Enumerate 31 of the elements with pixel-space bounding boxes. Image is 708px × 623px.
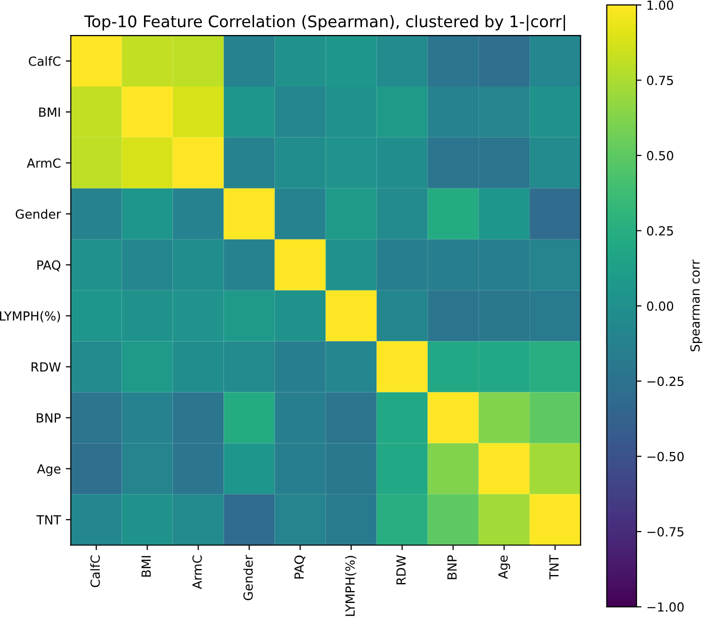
y-tick-label: Age [37,464,60,476]
x-tick-label: BMI [142,556,151,577]
x-tick-label: ArmC [192,556,202,590]
y-tick-label: CalfC [28,56,60,66]
color-bar-label: −0.50 [648,452,684,462]
x-tick-label: LYMPH(%) [345,556,356,616]
x-tick-label: RDW [396,555,406,584]
y-tick-label: RDW [32,362,61,372]
color-bar-label: 0.00 [647,301,674,311]
color-bar-label: 0.25 [647,226,673,236]
color-bar-label: 1.00 [648,0,674,10]
chart-title: Top-10 Feature Correlation (Spearman), clustered by 1-|corr| [84,14,566,31]
color-bar-label: 0.50 [647,150,674,160]
y-tick-label: BNP [36,413,61,422]
y-tick-label: PAQ [37,260,60,272]
y-tick-label: Gender [16,209,62,219]
y-tick-label: LYMPH(%) [0,311,60,322]
y-tick-label: TNT [36,515,62,524]
y-tick-label: BMI [39,108,60,117]
x-tick-label: Gender [243,554,253,600]
color-bar-label: −1.00 [648,602,684,612]
y-tick-label: ArmC [26,158,60,168]
x-tick-label: Age [498,556,510,579]
x-tick-label: TNT [549,554,559,580]
x-tick-label: BNP [447,555,457,580]
color-bar-title: Spearman corr [690,260,702,352]
color-bar-label: −0.25 [648,376,684,386]
color-bar-label: 0.75 [647,76,673,86]
x-tick-label: CalfC [90,556,100,588]
color-bar-label: −0.75 [648,527,684,536]
x-tick-label: PAQ [294,556,306,579]
